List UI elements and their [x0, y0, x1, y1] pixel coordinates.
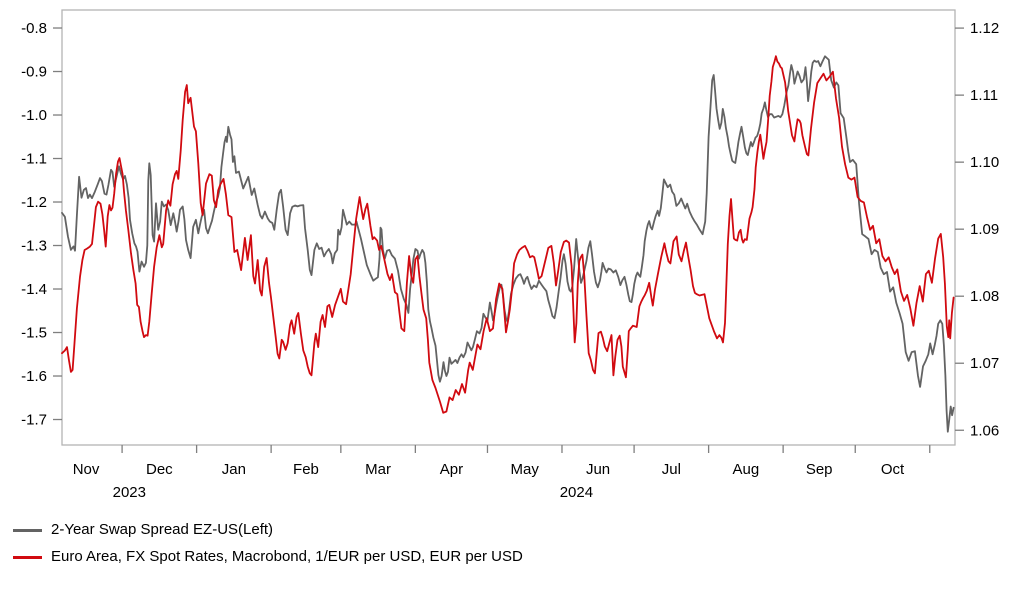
x-axis-month-label: Apr	[440, 461, 463, 478]
x-axis-month-label: May	[511, 461, 540, 478]
left-axis-tick-label: -0.9	[21, 64, 47, 81]
series-line-1	[61, 55, 955, 414]
right-axis-tick-label: 1.11	[970, 87, 998, 104]
x-axis-month-label: Dec	[146, 461, 173, 478]
left-axis-tick-label: -1.2	[21, 194, 47, 211]
right-axis-tick-label: 1.06	[970, 422, 999, 439]
right-axis-tick-label: 1.07	[970, 355, 999, 372]
x-axis-month-label: Nov	[73, 461, 100, 478]
legend: 2-Year Swap Spread EZ-US(Left) Euro Area…	[13, 521, 523, 566]
left-axis-tick-label: -1.5	[21, 325, 47, 342]
left-axis-tick-label: -1.3	[21, 238, 47, 255]
x-axis-year-label: 2024	[560, 484, 593, 501]
right-axis-tick-label: 1.08	[970, 288, 999, 305]
plot-frame	[61, 9, 956, 446]
chart-canvas: -0.8 -0.9 -1.0 -1.1 -1.2 -1.3 -1.4 -1.5 -1.6 -1.7…	[21, 9, 999, 501]
legend-item-swap-spread: 2-Year Swap Spread EZ-US(Left)	[13, 521, 523, 539]
right-axis-tick-label: 1.09	[970, 221, 999, 238]
left-axis-tick-label: -1.4	[21, 281, 47, 298]
left-axis-tick-label: -1.6	[21, 368, 47, 385]
legend-item-label: 2-Year Swap Spread EZ-US(Left)	[51, 521, 274, 538]
left-axis-tick-label: -1.0	[21, 107, 47, 124]
right-axis-tick-label: 1.10	[970, 154, 999, 171]
dual-axis-line-chart: -0.8 -0.9 -1.0 -1.1 -1.2 -1.3 -1.4 -1.5 -1.6 -1.7…	[21, 9, 999, 501]
x-axis-month-label: Mar	[365, 461, 391, 478]
legend-line-swatch-gray	[13, 528, 42, 532]
x-axis-month-label: Oct	[881, 461, 905, 478]
x-axis-year-label: 2023	[113, 484, 146, 501]
legend-item-fx-spot: Euro Area, FX Spot Rates, Macrobond, 1/E…	[13, 548, 523, 566]
legend-item-label: Euro Area, FX Spot Rates, Macrobond, 1/E…	[51, 548, 523, 565]
legend-line-swatch-red	[13, 555, 42, 559]
left-axis-tick-label: -0.8	[21, 20, 47, 37]
left-axis-tick-label: -1.1	[21, 151, 47, 168]
x-axis-month-label: Jul	[662, 461, 681, 478]
x-axis-month-label: Feb	[293, 461, 319, 478]
left-axis-tick-label: -1.7	[21, 412, 47, 429]
x-axis-month-label: Aug	[733, 461, 760, 478]
x-axis-month-label: Jun	[586, 461, 610, 478]
right-axis-tick-label: 1.12	[970, 20, 999, 37]
series-line-0	[61, 55, 955, 433]
x-axis-month-label: Jan	[222, 461, 246, 478]
x-axis-month-label: Sep	[806, 461, 833, 478]
